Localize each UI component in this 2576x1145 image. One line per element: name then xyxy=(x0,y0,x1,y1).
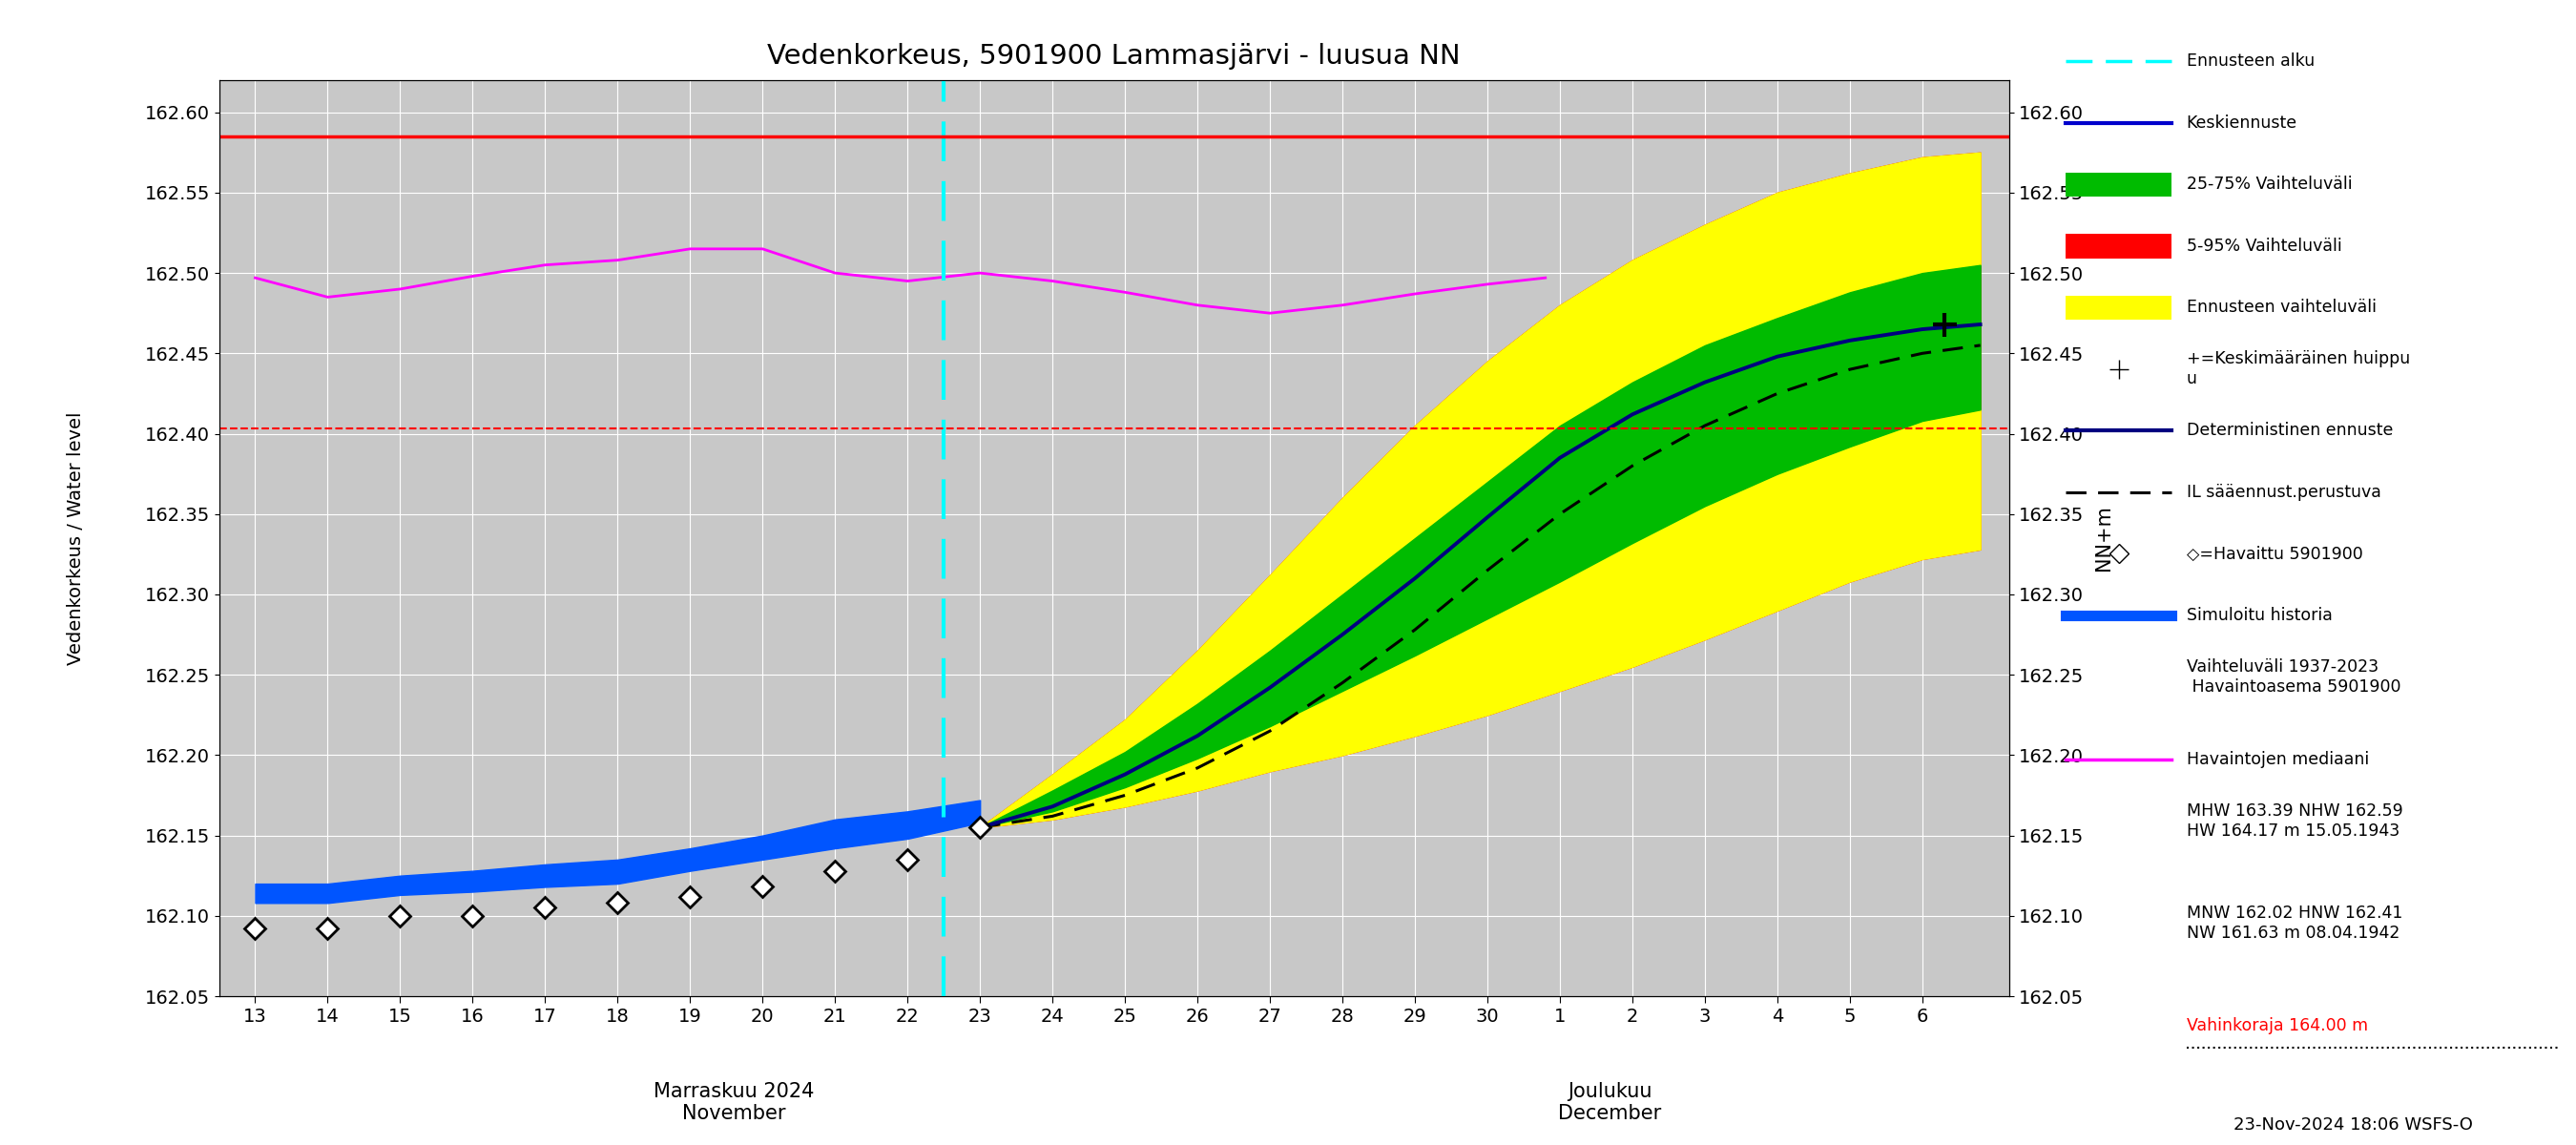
Text: MHW 163.39 NHW 162.59
HW 164.17 m 15.05.1943: MHW 163.39 NHW 162.59 HW 164.17 m 15.05.… xyxy=(2187,803,2403,839)
Text: Keskiennuste: Keskiennuste xyxy=(2187,114,2298,132)
Text: MNW 162.02 HNW 162.41
NW 161.63 m 08.04.1942: MNW 162.02 HNW 162.41 NW 161.63 m 08.04.… xyxy=(2187,905,2403,941)
Y-axis label: NN+m: NN+m xyxy=(2094,505,2112,571)
Text: Marraskuu 2024
November: Marraskuu 2024 November xyxy=(654,1082,814,1123)
Bar xyxy=(2066,173,2172,197)
Text: Vahinkoraja 164.00 m: Vahinkoraja 164.00 m xyxy=(2187,1017,2367,1034)
Text: 23-Nov-2024 18:06 WSFS-O: 23-Nov-2024 18:06 WSFS-O xyxy=(2233,1116,2473,1134)
Text: Vaihteluväli 1937-2023
 Havaintoasema 5901900: Vaihteluväli 1937-2023 Havaintoasema 590… xyxy=(2187,658,2401,695)
Text: Deterministinen ennuste: Deterministinen ennuste xyxy=(2187,423,2393,440)
Y-axis label: Vedenkorkeus / Water level: Vedenkorkeus / Water level xyxy=(67,411,85,665)
Text: 25-75% Vaihteluväli: 25-75% Vaihteluväli xyxy=(2187,176,2352,194)
Text: ◇=Havaittu 5901900: ◇=Havaittu 5901900 xyxy=(2187,545,2362,562)
Text: Joulukuu
December: Joulukuu December xyxy=(1558,1082,1662,1123)
Text: Havaintojen mediaani: Havaintojen mediaani xyxy=(2187,751,2370,768)
Text: 5-95% Vaihteluväli: 5-95% Vaihteluväli xyxy=(2187,237,2342,254)
Bar xyxy=(2066,234,2172,258)
Text: Simuloitu historia: Simuloitu historia xyxy=(2187,607,2331,624)
Text: IL sääennust.perustuva: IL sääennust.perustuva xyxy=(2187,483,2380,500)
Text: +=Keskimääräinen huippu
u: +=Keskimääräinen huippu u xyxy=(2187,350,2411,388)
Title: Vedenkorkeus, 5901900 Lammasjärvi - luusua NN: Vedenkorkeus, 5901900 Lammasjärvi - luus… xyxy=(768,44,1461,70)
Text: Ennusteen vaihteluväli: Ennusteen vaihteluväli xyxy=(2187,299,2375,316)
Bar xyxy=(2066,295,2172,319)
Text: Ennusteen alku: Ennusteen alku xyxy=(2187,53,2313,70)
